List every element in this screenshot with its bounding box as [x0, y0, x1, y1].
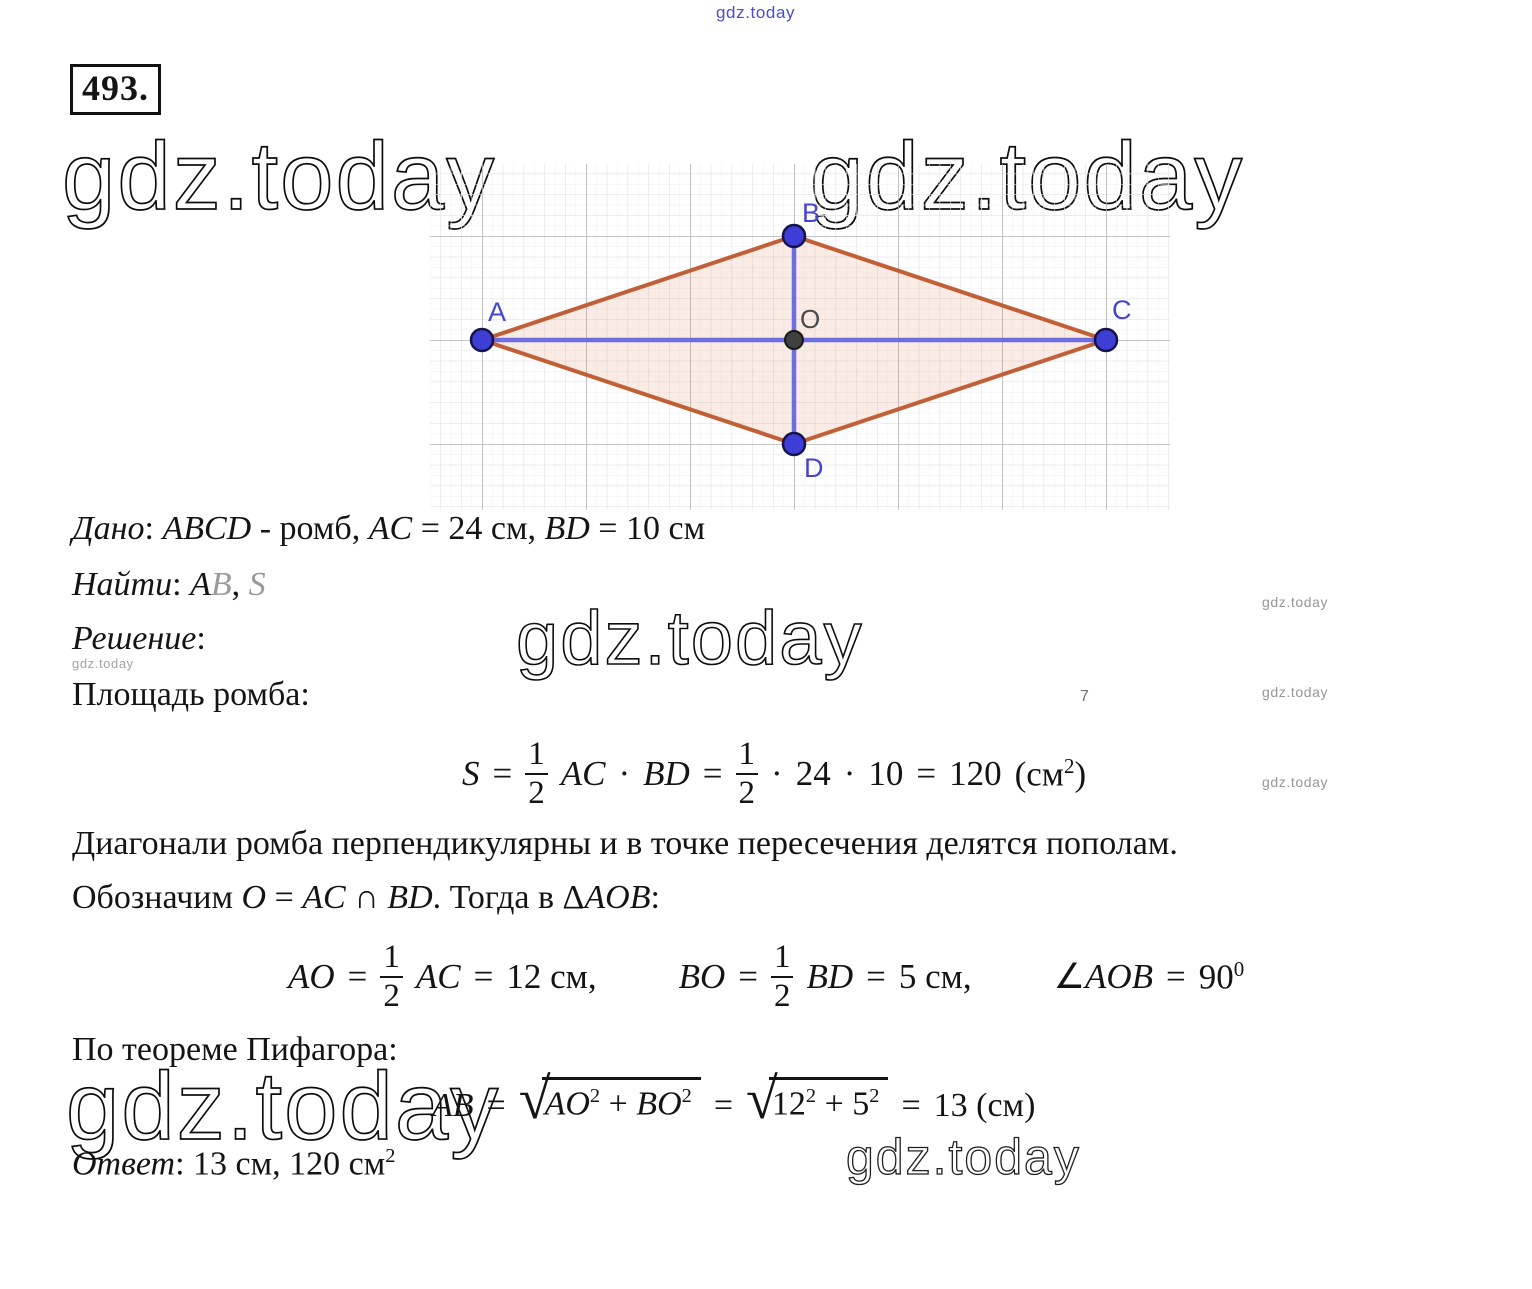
equals-sign: = [901, 1087, 921, 1124]
unit-cm2: (см2) [1014, 753, 1087, 794]
number: 24 [795, 754, 831, 793]
label-o: O [800, 304, 820, 334]
watermark-top: gdz.today [716, 3, 796, 22]
dot-operator: · [843, 754, 856, 793]
label-d: D [804, 453, 824, 483]
fraction-one-half: 1 2 [380, 939, 403, 1015]
area-caption: Площадь ромба: [72, 676, 310, 713]
solution-label: Решение: [72, 620, 206, 657]
angle-value: 900 [1198, 956, 1245, 997]
angle-term: ∠AOB [1053, 957, 1154, 996]
number: 120 [949, 754, 1002, 793]
triangle-relations-row: AO = 1 2 AC = 12 см, BO = 1 2 BD = 5 см,… [288, 928, 1244, 1026]
pythagoras-caption: По теореме Пифагора: [72, 1031, 398, 1068]
ab-formula: AB = √ AO2 + BO2 = √ 122 + 52 = 13 (см) [432, 1070, 1036, 1140]
watermark-right-2: gdz.today [1262, 684, 1329, 700]
point-o [784, 330, 804, 350]
fraction-one-half: 1 2 [735, 736, 759, 812]
label-b: B [802, 198, 820, 228]
label-a: A [488, 297, 506, 327]
formula-term: AC [560, 754, 606, 793]
point-a [469, 327, 495, 353]
sqrt-icon: √ [746, 1066, 778, 1131]
bo-formula: BO = 1 2 BD = 5 см, [678, 939, 972, 1015]
equals-sign: = [916, 754, 937, 793]
sqrt-icon: √ [518, 1066, 551, 1131]
fraction-one-half: 1 2 [525, 736, 548, 812]
point-c [1093, 327, 1119, 353]
area-formula: S = 1 2 AC · BD = 1 2 · 24 · 10 = 120 (с… [462, 724, 1086, 824]
equals-sign: = [492, 754, 513, 793]
dot-operator: · [771, 754, 783, 793]
equals-sign: = [486, 1087, 506, 1124]
problem-number: 493. [70, 64, 161, 115]
result-value: 13 (см) [933, 1087, 1036, 1124]
point-d [781, 431, 807, 457]
given-line: Дано: ABCD - ромб, AC = 24 см, BD = 10 с… [72, 510, 706, 547]
formula-term: BD [643, 754, 690, 793]
number: 10 [868, 754, 904, 793]
paragraph-diagonals: Диагонали ромба перпендикулярны и в точк… [72, 825, 1178, 862]
paragraph-denote: Обозначим O = AC ∩ BD. Тогда в ΔAOB: [72, 879, 660, 916]
watermark-bottom-left: gdz.today [65, 1052, 501, 1161]
radical-expression: √ 122 + 52 [746, 1070, 889, 1135]
formula-term: S [462, 754, 480, 793]
watermark-center: gdz.today [515, 595, 864, 682]
dot-operator: · [618, 754, 631, 793]
fraction-one-half: 1 2 [770, 939, 794, 1015]
equals-sign: = [702, 754, 723, 793]
rhombus-figure: A B C D O [430, 164, 1170, 510]
ao-formula: AO = 1 2 AC = 12 см, [288, 939, 597, 1015]
watermark-bottom-right: gdz.today [845, 1128, 1081, 1185]
watermark-under-solution: gdz.today [72, 656, 134, 671]
angle-formula: ∠AOB = 900 [1053, 956, 1245, 997]
find-line: Найти: AB, S [72, 566, 266, 603]
label-c: C [1112, 295, 1132, 325]
watermark-right-1: gdz.today [1262, 594, 1329, 610]
stray-character: 7 [1080, 688, 1089, 705]
point-b [781, 223, 807, 249]
radical-expression: √ AO2 + BO2 [519, 1070, 701, 1135]
watermark-right-3: gdz.today [1262, 774, 1329, 790]
answer-line: Ответ: 13 см, 120 см2 [72, 1145, 396, 1183]
equals-sign: = [713, 1087, 734, 1124]
watermark-top-left: gdz.today [61, 122, 497, 231]
